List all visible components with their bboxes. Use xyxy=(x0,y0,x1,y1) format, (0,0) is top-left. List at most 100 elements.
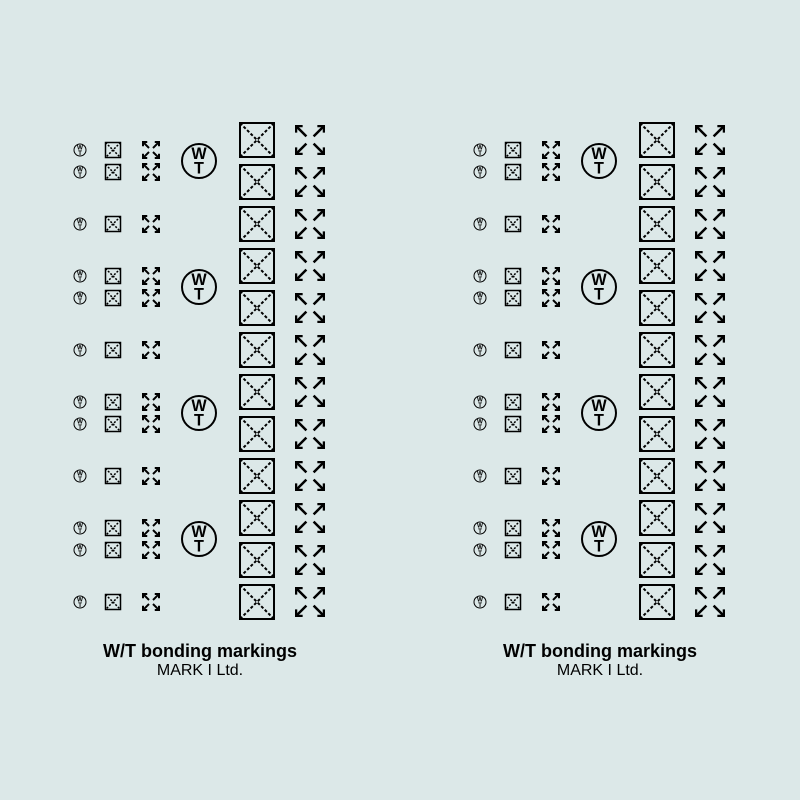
diag-box-large-icon xyxy=(232,373,282,411)
sheet-subtitle: MARK I Ltd. xyxy=(103,662,297,680)
symbol-row: W T xyxy=(70,457,330,495)
symbol-row: W T xyxy=(70,331,330,369)
diag-box-large-icon xyxy=(632,331,682,369)
arrows-out-small-icon xyxy=(136,267,166,285)
arrows-out-large-icon xyxy=(290,503,330,533)
diag-box-large-icon xyxy=(232,499,282,537)
arrows-out-small-icon xyxy=(536,289,566,307)
diag-box-small-icon xyxy=(98,467,128,485)
svg-text:T: T xyxy=(78,275,82,282)
arrows-out-small-icon xyxy=(136,541,166,559)
arrows-out-small-icon xyxy=(136,141,166,159)
symbol-row: W T W T xyxy=(470,499,730,579)
sheet-title: W/T bonding markings xyxy=(503,641,697,662)
wt-circle-small-icon: W T xyxy=(470,521,490,535)
svg-text:T: T xyxy=(194,285,204,303)
diag-box-large-icon xyxy=(632,457,682,495)
svg-text:T: T xyxy=(478,475,482,482)
arrows-out-small-icon xyxy=(536,541,566,559)
svg-text:T: T xyxy=(594,537,604,555)
wt-circle-large-icon: W T xyxy=(574,269,624,305)
diag-box-large-icon xyxy=(232,331,282,369)
arrows-out-small-icon xyxy=(136,341,166,359)
decal-sheet-right: W T W T xyxy=(440,121,760,680)
diag-box-small-icon xyxy=(98,593,128,611)
arrows-out-small-icon xyxy=(536,467,566,485)
arrows-out-small-icon xyxy=(136,289,166,307)
arrows-out-large-icon xyxy=(290,167,330,197)
diag-box-small-icon xyxy=(98,289,128,307)
svg-text:T: T xyxy=(194,159,204,177)
arrows-out-large-icon xyxy=(690,545,730,575)
diag-box-small-icon xyxy=(498,393,528,411)
svg-text:T: T xyxy=(78,475,82,482)
svg-text:T: T xyxy=(478,275,482,282)
wt-circle-large-icon: W T xyxy=(574,521,624,557)
diag-box-large-icon xyxy=(232,205,282,243)
wt-circle-large-icon: W T xyxy=(174,395,224,431)
diag-box-large-icon xyxy=(632,541,682,579)
symbol-row: W T W T xyxy=(470,121,730,201)
diag-box-small-icon xyxy=(98,393,128,411)
svg-text:T: T xyxy=(594,159,604,177)
symbol-grid: W T W T xyxy=(70,121,330,621)
arrows-out-small-icon xyxy=(136,593,166,611)
svg-text:T: T xyxy=(478,171,482,178)
svg-text:T: T xyxy=(78,423,82,430)
arrows-out-large-icon xyxy=(690,293,730,323)
symbol-row: W T xyxy=(470,331,730,369)
svg-text:T: T xyxy=(478,601,482,608)
diag-box-large-icon xyxy=(232,247,282,285)
diag-box-large-icon xyxy=(232,415,282,453)
diag-box-large-icon xyxy=(632,121,682,159)
arrows-out-small-icon xyxy=(136,415,166,433)
arrows-out-large-icon xyxy=(690,377,730,407)
symbol-grid: W T W T xyxy=(470,121,730,621)
sheet-title: W/T bonding markings xyxy=(103,641,297,662)
symbol-row: W T xyxy=(470,457,730,495)
diag-box-large-icon xyxy=(632,415,682,453)
diag-box-small-icon xyxy=(498,519,528,537)
svg-text:T: T xyxy=(78,601,82,608)
arrows-out-small-icon xyxy=(536,141,566,159)
diag-box-small-icon xyxy=(498,341,528,359)
symbol-row: W T W T xyxy=(470,247,730,327)
diag-box-small-icon xyxy=(498,415,528,433)
wt-circle-small-icon: W T xyxy=(470,343,490,357)
diag-box-small-icon xyxy=(98,163,128,181)
sheet-label: W/T bonding markingsMARK I Ltd. xyxy=(503,641,697,680)
arrows-out-small-icon xyxy=(136,519,166,537)
svg-text:T: T xyxy=(78,223,82,230)
wt-circle-small-icon: W T xyxy=(70,469,90,483)
wt-circle-large-icon: W T xyxy=(574,143,624,179)
diag-box-small-icon xyxy=(498,541,528,559)
diag-box-small-icon xyxy=(98,341,128,359)
diag-box-small-icon xyxy=(498,215,528,233)
diag-box-large-icon xyxy=(232,457,282,495)
diag-box-small-icon xyxy=(98,215,128,233)
arrows-out-large-icon xyxy=(690,335,730,365)
wt-circle-small-icon: W T xyxy=(70,521,90,535)
diag-box-small-icon xyxy=(498,593,528,611)
diag-box-small-icon xyxy=(98,267,128,285)
wt-circle-small-icon: W T xyxy=(470,165,490,179)
wt-circle-small-icon: W T xyxy=(70,143,90,157)
symbol-row: W T xyxy=(70,583,330,621)
wt-circle-small-icon: W T xyxy=(470,291,490,305)
sheet-subtitle: MARK I Ltd. xyxy=(503,662,697,680)
arrows-out-large-icon xyxy=(290,461,330,491)
arrows-out-small-icon xyxy=(136,393,166,411)
symbol-row: W T W T xyxy=(470,373,730,453)
wt-circle-small-icon: W T xyxy=(470,417,490,431)
diag-box-small-icon xyxy=(498,141,528,159)
diag-box-small-icon xyxy=(498,267,528,285)
arrows-out-large-icon xyxy=(690,587,730,617)
symbol-row: W T W T xyxy=(70,373,330,453)
diag-box-large-icon xyxy=(632,247,682,285)
wt-circle-large-icon: W T xyxy=(174,521,224,557)
svg-text:T: T xyxy=(478,223,482,230)
arrows-out-large-icon xyxy=(290,293,330,323)
symbol-row: W T xyxy=(470,205,730,243)
decal-sheet-left: W T W T xyxy=(40,121,360,680)
svg-text:T: T xyxy=(78,149,82,156)
